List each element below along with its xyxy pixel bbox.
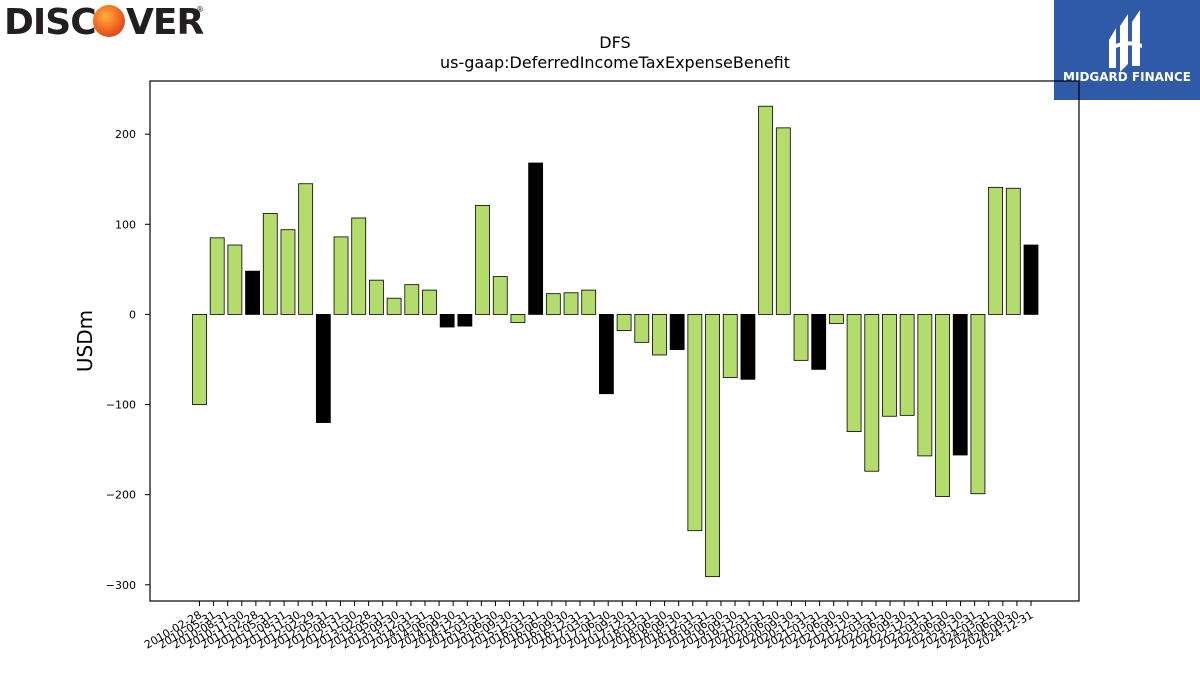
bar bbox=[634, 314, 650, 343]
bar bbox=[1023, 244, 1039, 315]
bar bbox=[935, 314, 950, 497]
bar bbox=[298, 183, 314, 315]
svg-text:DISC: DISC bbox=[4, 2, 96, 43]
bar bbox=[1005, 187, 1021, 315]
y-axis: 200 100 0 −100 −200 −300 bbox=[106, 128, 150, 592]
y-tick-label: −200 bbox=[106, 489, 136, 502]
y-axis-label: USDm bbox=[73, 310, 97, 372]
plot-frame bbox=[149, 80, 1080, 602]
bar bbox=[811, 314, 827, 370]
midgard-finance-logo: MIDGARD FINANCE bbox=[1054, 0, 1200, 100]
bar bbox=[687, 314, 703, 532]
bar bbox=[351, 217, 367, 315]
svg-text:VER: VER bbox=[126, 2, 203, 43]
bar bbox=[262, 213, 278, 315]
midgard-emblem-icon bbox=[1109, 10, 1142, 72]
bar bbox=[457, 314, 473, 327]
bar bbox=[652, 314, 667, 356]
bar bbox=[828, 314, 844, 324]
bar bbox=[475, 204, 490, 315]
bar bbox=[245, 270, 260, 315]
chart-title: DFS bbox=[599, 33, 630, 52]
bar bbox=[422, 289, 437, 315]
midgard-finance-text: MIDGARD FINANCE bbox=[1063, 70, 1191, 84]
bar bbox=[192, 314, 207, 405]
discover-orange-circle bbox=[93, 5, 125, 37]
bar bbox=[599, 314, 614, 395]
bar bbox=[227, 244, 243, 315]
bar bbox=[669, 314, 685, 350]
bar bbox=[616, 314, 632, 332]
bar bbox=[740, 314, 756, 380]
bar bbox=[952, 314, 968, 456]
x-axis: 2010-02-282010-05-312010-08-312010-11-30… bbox=[142, 601, 1036, 652]
bar bbox=[917, 314, 933, 457]
bar bbox=[439, 314, 455, 328]
bars-group bbox=[192, 105, 1039, 578]
y-tick-label: 100 bbox=[115, 218, 136, 231]
bar bbox=[846, 314, 862, 432]
bar bbox=[280, 229, 296, 315]
bar bbox=[404, 284, 420, 315]
bar bbox=[545, 293, 561, 315]
bar bbox=[988, 186, 1004, 315]
bar bbox=[793, 314, 809, 361]
y-tick-label: 0 bbox=[129, 308, 136, 321]
bar bbox=[333, 236, 349, 315]
bar bbox=[315, 314, 331, 423]
bar bbox=[705, 314, 720, 578]
bar bbox=[369, 279, 384, 315]
y-tick-label: 200 bbox=[115, 128, 136, 141]
bar bbox=[899, 314, 915, 416]
bar bbox=[775, 127, 791, 315]
bar bbox=[970, 314, 986, 495]
bar bbox=[209, 237, 225, 315]
bar bbox=[492, 276, 508, 315]
chart-subtitle: us-gaap:DeferredIncomeTaxExpenseBenefit bbox=[440, 53, 790, 72]
bar bbox=[722, 314, 738, 378]
bar bbox=[758, 105, 774, 315]
registered-mark: ® bbox=[196, 5, 204, 14]
y-tick-label: −300 bbox=[106, 579, 136, 592]
bar bbox=[386, 297, 402, 315]
y-tick-label: −100 bbox=[106, 399, 136, 412]
bar bbox=[528, 162, 544, 315]
discover-logo: DISC VER ® bbox=[2, 0, 207, 44]
bar bbox=[581, 289, 597, 315]
bar bbox=[864, 314, 880, 472]
bar bbox=[563, 292, 579, 315]
bar bbox=[510, 314, 526, 323]
bar bbox=[882, 314, 897, 417]
